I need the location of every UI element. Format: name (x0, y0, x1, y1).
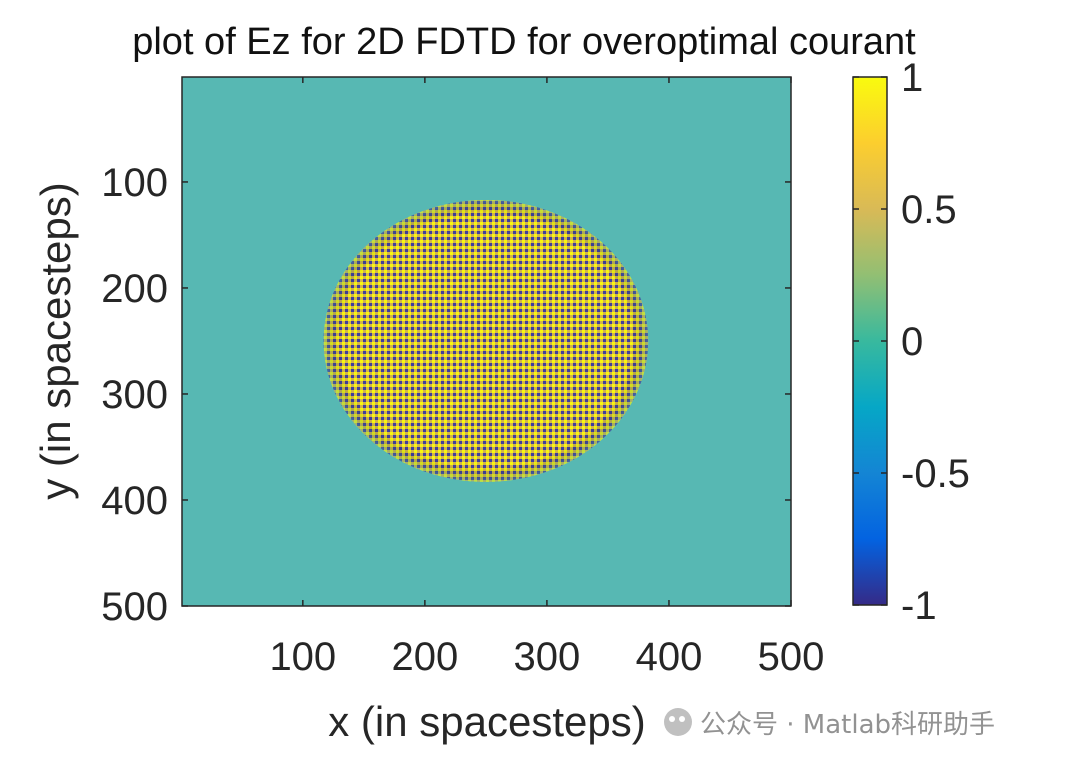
x-tick-label: 400 (636, 635, 703, 679)
y-tick-label: 500 (101, 585, 168, 629)
y-tick-label: 300 (101, 373, 168, 417)
colorbar-tick-label: -0.5 (901, 452, 970, 496)
x-tick-label: 200 (391, 635, 458, 679)
y-axis-label: y (in spacesteps) (32, 182, 79, 499)
x-tick-label: 100 (269, 635, 336, 679)
chart-title: plot of Ez for 2D FDTD for overoptimal c… (132, 21, 916, 63)
y-tick-label: 100 (101, 161, 168, 205)
y-tick-label: 200 (101, 267, 168, 311)
y-axis: 100 200 300 400 500 (101, 161, 791, 629)
x-axis-label: x (in spacesteps) (328, 698, 645, 745)
field-region-edge (323, 199, 649, 482)
axes-frame (181, 76, 792, 607)
x-axis: 100 200 300 400 500 (269, 77, 824, 679)
x-tick-label: 500 (758, 635, 825, 679)
heatmap-axes: 100 200 300 400 500 100 200 300 400 500 (101, 76, 824, 679)
colorbar-tick-label: -1 (901, 584, 937, 628)
colorbar-ticks: 1 0.5 0 -0.5 -1 (853, 56, 970, 628)
colorbar-tick-label: 0.5 (901, 188, 957, 232)
colorbar-tick-label: 0 (901, 320, 923, 364)
x-tick-label: 300 (514, 635, 581, 679)
y-tick-label: 400 (101, 479, 168, 523)
colorbar: 1 0.5 0 -0.5 -1 (852, 56, 970, 628)
colorbar-tick-label: 1 (901, 56, 923, 100)
